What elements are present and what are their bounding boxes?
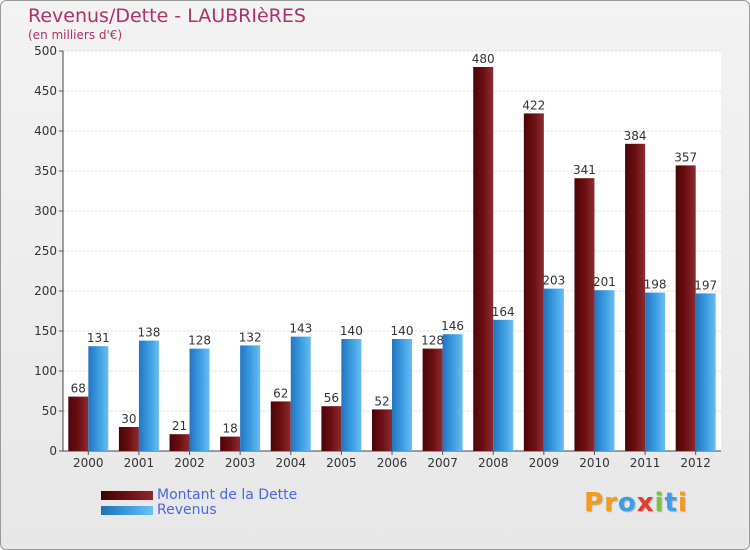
- data-label-revenus: 146: [441, 319, 464, 333]
- data-label-dette: 384: [624, 129, 647, 143]
- x-tick-label: 2000: [73, 456, 104, 470]
- data-label-dette: 21: [172, 419, 187, 433]
- x-tick-label: 2002: [174, 456, 205, 470]
- bar-revenus: [695, 293, 716, 451]
- x-tick-label: 2007: [427, 456, 458, 470]
- data-label-revenus: 164: [492, 305, 515, 319]
- y-tick-label: 50: [42, 404, 57, 418]
- data-label-dette: 52: [374, 394, 389, 408]
- bar-dette: [625, 143, 646, 452]
- logo-letter: x: [636, 488, 655, 518]
- y-tick-label: 500: [34, 44, 57, 58]
- bar-dette: [473, 67, 494, 451]
- data-label-dette: 18: [223, 422, 238, 436]
- logo-letter: r: [604, 488, 618, 518]
- y-tick-label: 100: [34, 364, 57, 378]
- data-label-dette: 30: [121, 412, 136, 426]
- logo-letter: P: [584, 488, 605, 518]
- bar-dette: [321, 406, 342, 451]
- bar-revenus: [543, 288, 564, 451]
- x-tick-label: 2012: [680, 456, 711, 470]
- data-label-dette: 68: [71, 382, 86, 396]
- bar-dette: [574, 178, 595, 451]
- y-tick-label: 0: [49, 444, 57, 458]
- y-tick-label: 400: [34, 124, 57, 138]
- y-tick-label: 450: [34, 84, 57, 98]
- data-label-dette: 62: [273, 386, 288, 400]
- legend-label-revenus: Revenus: [157, 502, 217, 518]
- legend-label-dette: Montant de la Dette: [157, 487, 298, 503]
- bar-dette: [270, 401, 291, 451]
- x-tick-label: 2003: [225, 456, 256, 470]
- proxiti-logo: Proxiti: [584, 488, 688, 518]
- data-label-revenus: 203: [542, 274, 565, 288]
- bar-revenus: [88, 346, 109, 451]
- bar-dette: [372, 409, 392, 451]
- logo-letter: i: [677, 488, 688, 518]
- logo-letter: o: [617, 488, 637, 518]
- legend-swatch-dette: [101, 491, 153, 500]
- data-label-revenus: 140: [391, 324, 414, 338]
- x-tick-label: 2006: [377, 456, 408, 470]
- bar-revenus: [594, 290, 615, 451]
- bar-dette: [220, 436, 241, 451]
- data-label-revenus: 197: [694, 278, 717, 292]
- bar-revenus: [138, 340, 159, 451]
- bar-dette: [169, 434, 190, 451]
- bar-dette: [675, 165, 696, 451]
- y-tick-label: 350: [34, 164, 57, 178]
- logo-letter: t: [664, 488, 678, 518]
- data-label-revenus: 128: [188, 334, 211, 348]
- y-tick-label: 300: [34, 204, 57, 218]
- data-label-dette: 422: [522, 98, 545, 112]
- logo-letter: i: [654, 488, 665, 518]
- data-label-dette: 341: [573, 163, 596, 177]
- data-label-revenus: 143: [289, 322, 312, 336]
- bar-dette: [523, 113, 544, 452]
- y-tick-label: 150: [34, 324, 57, 338]
- bar-dette: [118, 427, 139, 451]
- x-tick-label: 2009: [529, 456, 560, 470]
- bar-revenus: [341, 339, 362, 451]
- data-label-dette: 128: [421, 334, 444, 348]
- bar-revenus: [645, 292, 666, 451]
- bar-revenus: [493, 319, 514, 451]
- x-tick-label: 2001: [124, 456, 155, 470]
- legend-swatch-revenus: [101, 506, 153, 515]
- bar-revenus: [189, 348, 210, 451]
- x-tick-label: 2004: [275, 456, 306, 470]
- data-label-revenus: 132: [239, 330, 262, 344]
- data-label-revenus: 138: [137, 326, 160, 340]
- data-label-revenus: 140: [340, 324, 363, 338]
- data-label-revenus: 198: [644, 278, 667, 292]
- x-tick-label: 2005: [326, 456, 357, 470]
- x-tick-label: 2010: [579, 456, 610, 470]
- bar-revenus: [290, 336, 311, 451]
- bar-revenus: [240, 345, 261, 451]
- x-tick-label: 2008: [478, 456, 509, 470]
- data-label-dette: 480: [472, 52, 495, 66]
- y-tick-label: 200: [34, 284, 57, 298]
- data-label-dette: 56: [324, 391, 339, 405]
- x-tick-label: 2011: [630, 456, 661, 470]
- bar-revenus: [442, 334, 463, 451]
- data-label-revenus: 201: [593, 275, 616, 289]
- y-tick-label: 250: [34, 244, 57, 258]
- bar-revenus: [392, 339, 412, 451]
- data-label-revenus: 131: [87, 331, 110, 345]
- data-label-dette: 357: [674, 150, 697, 164]
- chart-subtitle: (en milliers d'€): [28, 28, 123, 42]
- bar-dette: [422, 348, 443, 451]
- bar-dette: [68, 396, 89, 451]
- chart-title: Revenus/Dette - LAUBRIèRES: [28, 5, 306, 27]
